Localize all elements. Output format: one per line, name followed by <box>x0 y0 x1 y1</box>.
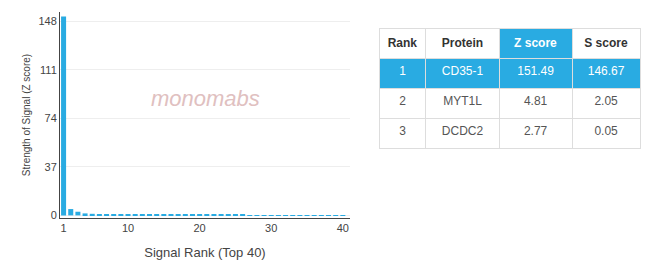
svg-text:37: 37 <box>45 161 57 173</box>
svg-text:151.49: 151.49 <box>517 64 554 78</box>
svg-text:Signal Rank (Top 40): Signal Rank (Top 40) <box>144 245 265 260</box>
svg-text:111: 111 <box>40 64 57 76</box>
svg-text:3: 3 <box>399 124 406 138</box>
svg-text:Rank: Rank <box>388 36 418 50</box>
svg-text:4.81: 4.81 <box>524 94 548 108</box>
svg-text:20: 20 <box>194 222 206 234</box>
svg-text:MYT1L: MYT1L <box>443 94 482 108</box>
svg-text:DCDC2: DCDC2 <box>442 124 484 138</box>
svg-text:2.77: 2.77 <box>524 124 548 138</box>
svg-text:146.67: 146.67 <box>588 64 625 78</box>
svg-text:10: 10 <box>122 222 134 234</box>
svg-text:40: 40 <box>337 222 349 234</box>
svg-text:S score: S score <box>584 36 628 50</box>
svg-text:1: 1 <box>61 222 67 234</box>
svg-text:2: 2 <box>399 94 406 108</box>
svg-text:Strength of Signal (Z score): Strength of Signal (Z score) <box>21 54 32 176</box>
svg-text:30: 30 <box>265 222 277 234</box>
svg-text:monomabs: monomabs <box>151 86 260 111</box>
svg-text:0.05: 0.05 <box>594 124 618 138</box>
svg-text:74: 74 <box>45 112 57 124</box>
svg-text:Protein: Protein <box>442 36 483 50</box>
svg-text:2.05: 2.05 <box>594 94 618 108</box>
svg-text:1: 1 <box>399 64 406 78</box>
svg-text:Z score: Z score <box>514 36 557 50</box>
svg-text:148: 148 <box>38 15 56 27</box>
svg-text:0: 0 <box>51 209 57 221</box>
svg-text:CD35-1: CD35-1 <box>442 64 484 78</box>
